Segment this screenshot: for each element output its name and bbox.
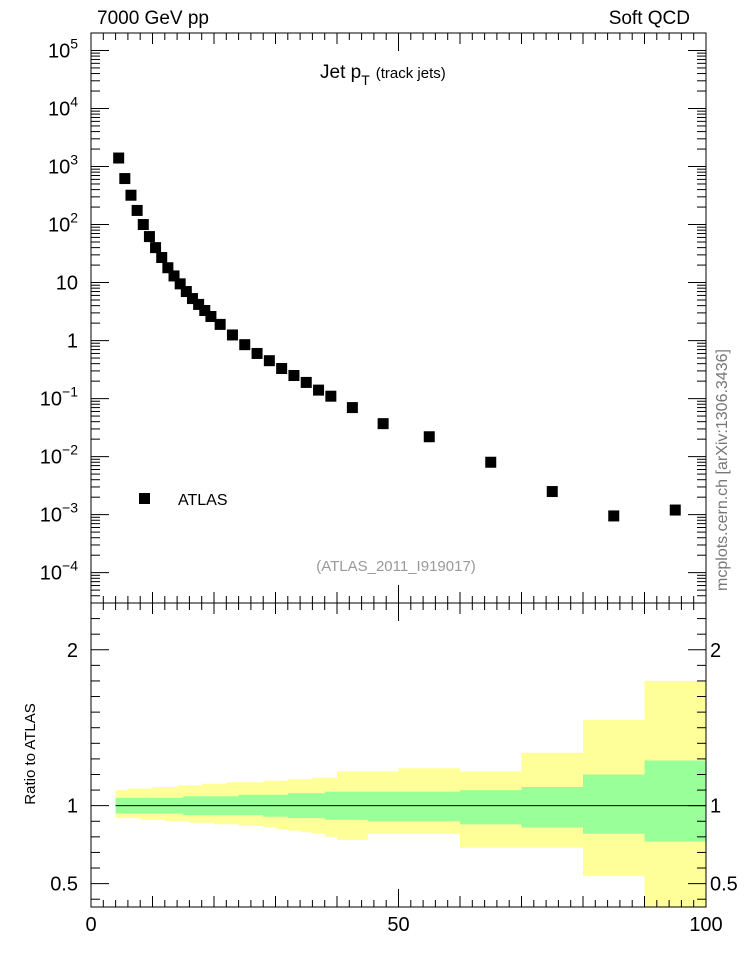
- data-point: [156, 252, 168, 264]
- legend-marker: [139, 493, 150, 504]
- data-point: [251, 347, 263, 359]
- data-point: [239, 339, 251, 351]
- data-point: [288, 370, 300, 382]
- data-point: [214, 318, 226, 330]
- data-point: [168, 270, 180, 282]
- header-right: Soft QCD: [609, 8, 690, 29]
- y-tick-label: 102: [48, 210, 78, 237]
- data-point: [199, 304, 211, 316]
- main-title-suffix: (track jets): [376, 65, 446, 82]
- data-point: [325, 390, 337, 402]
- ratio-y-tick-label-right: 2: [710, 640, 721, 662]
- ratio-y-tick-label: 0.5: [50, 874, 78, 896]
- data-point: [669, 504, 681, 516]
- data-point: [276, 363, 288, 375]
- data-point: [423, 431, 435, 443]
- y-tick-label: 1: [67, 331, 78, 353]
- data-point: [485, 456, 497, 468]
- ratio-y-tick-label-right: 0.5: [710, 874, 738, 896]
- data-point: [186, 293, 198, 305]
- data-point: [377, 418, 389, 430]
- x-tick-label: 50: [387, 914, 409, 936]
- main-title-text: Jet p: [320, 62, 361, 83]
- data-point: [205, 310, 217, 322]
- ratio-y-tick-label: 2: [67, 640, 78, 662]
- data-point: [608, 510, 620, 522]
- y-tick-label: 10−1: [40, 384, 78, 411]
- main-title: Jet pT (track jets): [320, 62, 446, 88]
- analysis-label: (ATLAS_2011_I919017): [316, 558, 476, 575]
- main-panel: [113, 152, 681, 522]
- data-point: [119, 173, 131, 185]
- data-point: [313, 384, 325, 396]
- data-point: [174, 278, 186, 290]
- main-title-sub: T: [361, 72, 370, 88]
- data-point: [113, 152, 125, 164]
- y-tick-label: 10−2: [40, 442, 78, 469]
- stat-uncertainty-band: [115, 760, 707, 842]
- header-left: 7000 GeV pp: [97, 8, 209, 29]
- ratio-panel: [115, 680, 707, 907]
- y-tick-label: 10: [56, 273, 78, 295]
- y-tick-label: 10−4: [40, 558, 78, 585]
- data-point: [162, 262, 174, 274]
- y-tick-label: 105: [48, 35, 78, 62]
- y-tick-label: 10−3: [40, 500, 78, 527]
- data-point: [300, 376, 312, 388]
- data-point: [137, 219, 149, 231]
- data-point: [125, 189, 137, 201]
- ratio-frame: 2 2 1 1 0.5 0.5 0 50 100: [50, 602, 738, 936]
- x-tick-label: 100: [689, 914, 722, 936]
- data-point: [150, 242, 162, 254]
- data-point: [193, 298, 205, 310]
- y-tick-label: 104: [48, 93, 78, 120]
- ratio-ylabel: Ratio to ATLAS: [22, 703, 39, 804]
- ratio-y-tick-label: 1: [67, 796, 78, 818]
- data-point: [263, 355, 275, 367]
- x-tick-label: 0: [85, 914, 96, 936]
- y-tick-label: 103: [48, 152, 78, 179]
- data-point: [143, 231, 155, 243]
- ratio-y-tick-label-right: 1: [710, 796, 721, 818]
- data-point: [226, 329, 238, 341]
- data-point: [346, 402, 358, 414]
- data-point: [180, 286, 192, 298]
- side-label: mcplots.cern.ch [arXiv:1306.3436]: [714, 349, 731, 591]
- data-point: [546, 486, 558, 498]
- data-point: [131, 204, 143, 216]
- legend-label: ATLAS: [178, 492, 228, 509]
